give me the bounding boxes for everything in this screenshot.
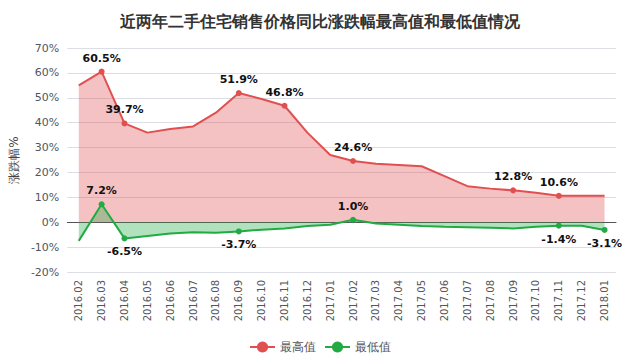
svg-text:2017.03: 2017.03: [370, 280, 381, 321]
svg-text:0%: 0%: [42, 216, 59, 229]
svg-text:-1.4%: -1.4%: [541, 233, 576, 246]
svg-text:46.8%: 46.8%: [265, 86, 303, 99]
svg-text:2016.12: 2016.12: [302, 280, 313, 321]
svg-text:2017.07: 2017.07: [462, 280, 473, 321]
svg-text:2016.07: 2016.07: [188, 280, 199, 321]
svg-text:-20%: -20%: [31, 266, 59, 279]
svg-text:最低值: 最低值: [355, 340, 391, 354]
svg-text:20%: 20%: [35, 166, 59, 179]
svg-text:30%: 30%: [35, 141, 59, 154]
svg-text:39.7%: 39.7%: [105, 103, 143, 116]
svg-text:2017.02: 2017.02: [348, 280, 359, 321]
svg-text:50%: 50%: [35, 91, 59, 104]
svg-text:51.9%: 51.9%: [220, 73, 258, 86]
svg-text:涨跌幅%: 涨跌幅%: [7, 136, 21, 183]
svg-text:近两年二手住宅销售价格同比涨跌幅最高值和最低值情况: 近两年二手住宅销售价格同比涨跌幅最高值和最低值情况: [119, 12, 521, 31]
svg-text:2016.11: 2016.11: [279, 280, 290, 321]
svg-text:-3.1%: -3.1%: [587, 237, 622, 250]
svg-text:10%: 10%: [35, 191, 59, 204]
svg-text:2017.08: 2017.08: [485, 280, 496, 321]
svg-text:60%: 60%: [35, 66, 59, 79]
svg-text:2016.04: 2016.04: [119, 280, 130, 321]
svg-text:-6.5%: -6.5%: [107, 245, 142, 258]
svg-text:12.8%: 12.8%: [494, 170, 532, 183]
svg-text:2017.10: 2017.10: [530, 280, 541, 321]
svg-text:2018.01: 2018.01: [599, 280, 610, 321]
svg-text:2016.05: 2016.05: [142, 280, 153, 321]
svg-text:24.6%: 24.6%: [334, 141, 372, 154]
svg-text:2016.09: 2016.09: [233, 280, 244, 321]
svg-text:2017.11: 2017.11: [553, 280, 564, 321]
svg-text:2016.06: 2016.06: [165, 280, 176, 321]
svg-text:2017.09: 2017.09: [508, 280, 519, 321]
svg-text:10.6%: 10.6%: [540, 176, 578, 189]
svg-text:-3.7%: -3.7%: [221, 238, 256, 251]
svg-text:2016.10: 2016.10: [256, 280, 267, 321]
svg-text:70%: 70%: [35, 42, 59, 55]
svg-text:40%: 40%: [35, 116, 59, 129]
svg-text:7.2%: 7.2%: [86, 184, 117, 197]
svg-text:2017.04: 2017.04: [393, 280, 404, 321]
svg-text:1.0%: 1.0%: [338, 200, 369, 213]
svg-text:-10%: -10%: [31, 241, 59, 254]
svg-text:最高值: 最高值: [280, 340, 316, 354]
svg-text:2017.06: 2017.06: [439, 280, 450, 321]
svg-text:60.5%: 60.5%: [83, 52, 121, 65]
svg-text:2017.05: 2017.05: [416, 280, 427, 321]
svg-text:2016.03: 2016.03: [96, 280, 107, 321]
svg-text:2016.02: 2016.02: [73, 280, 84, 321]
svg-text:2017.01: 2017.01: [325, 280, 336, 321]
svg-text:2016.08: 2016.08: [210, 280, 221, 321]
svg-text:2017.12: 2017.12: [576, 280, 587, 321]
